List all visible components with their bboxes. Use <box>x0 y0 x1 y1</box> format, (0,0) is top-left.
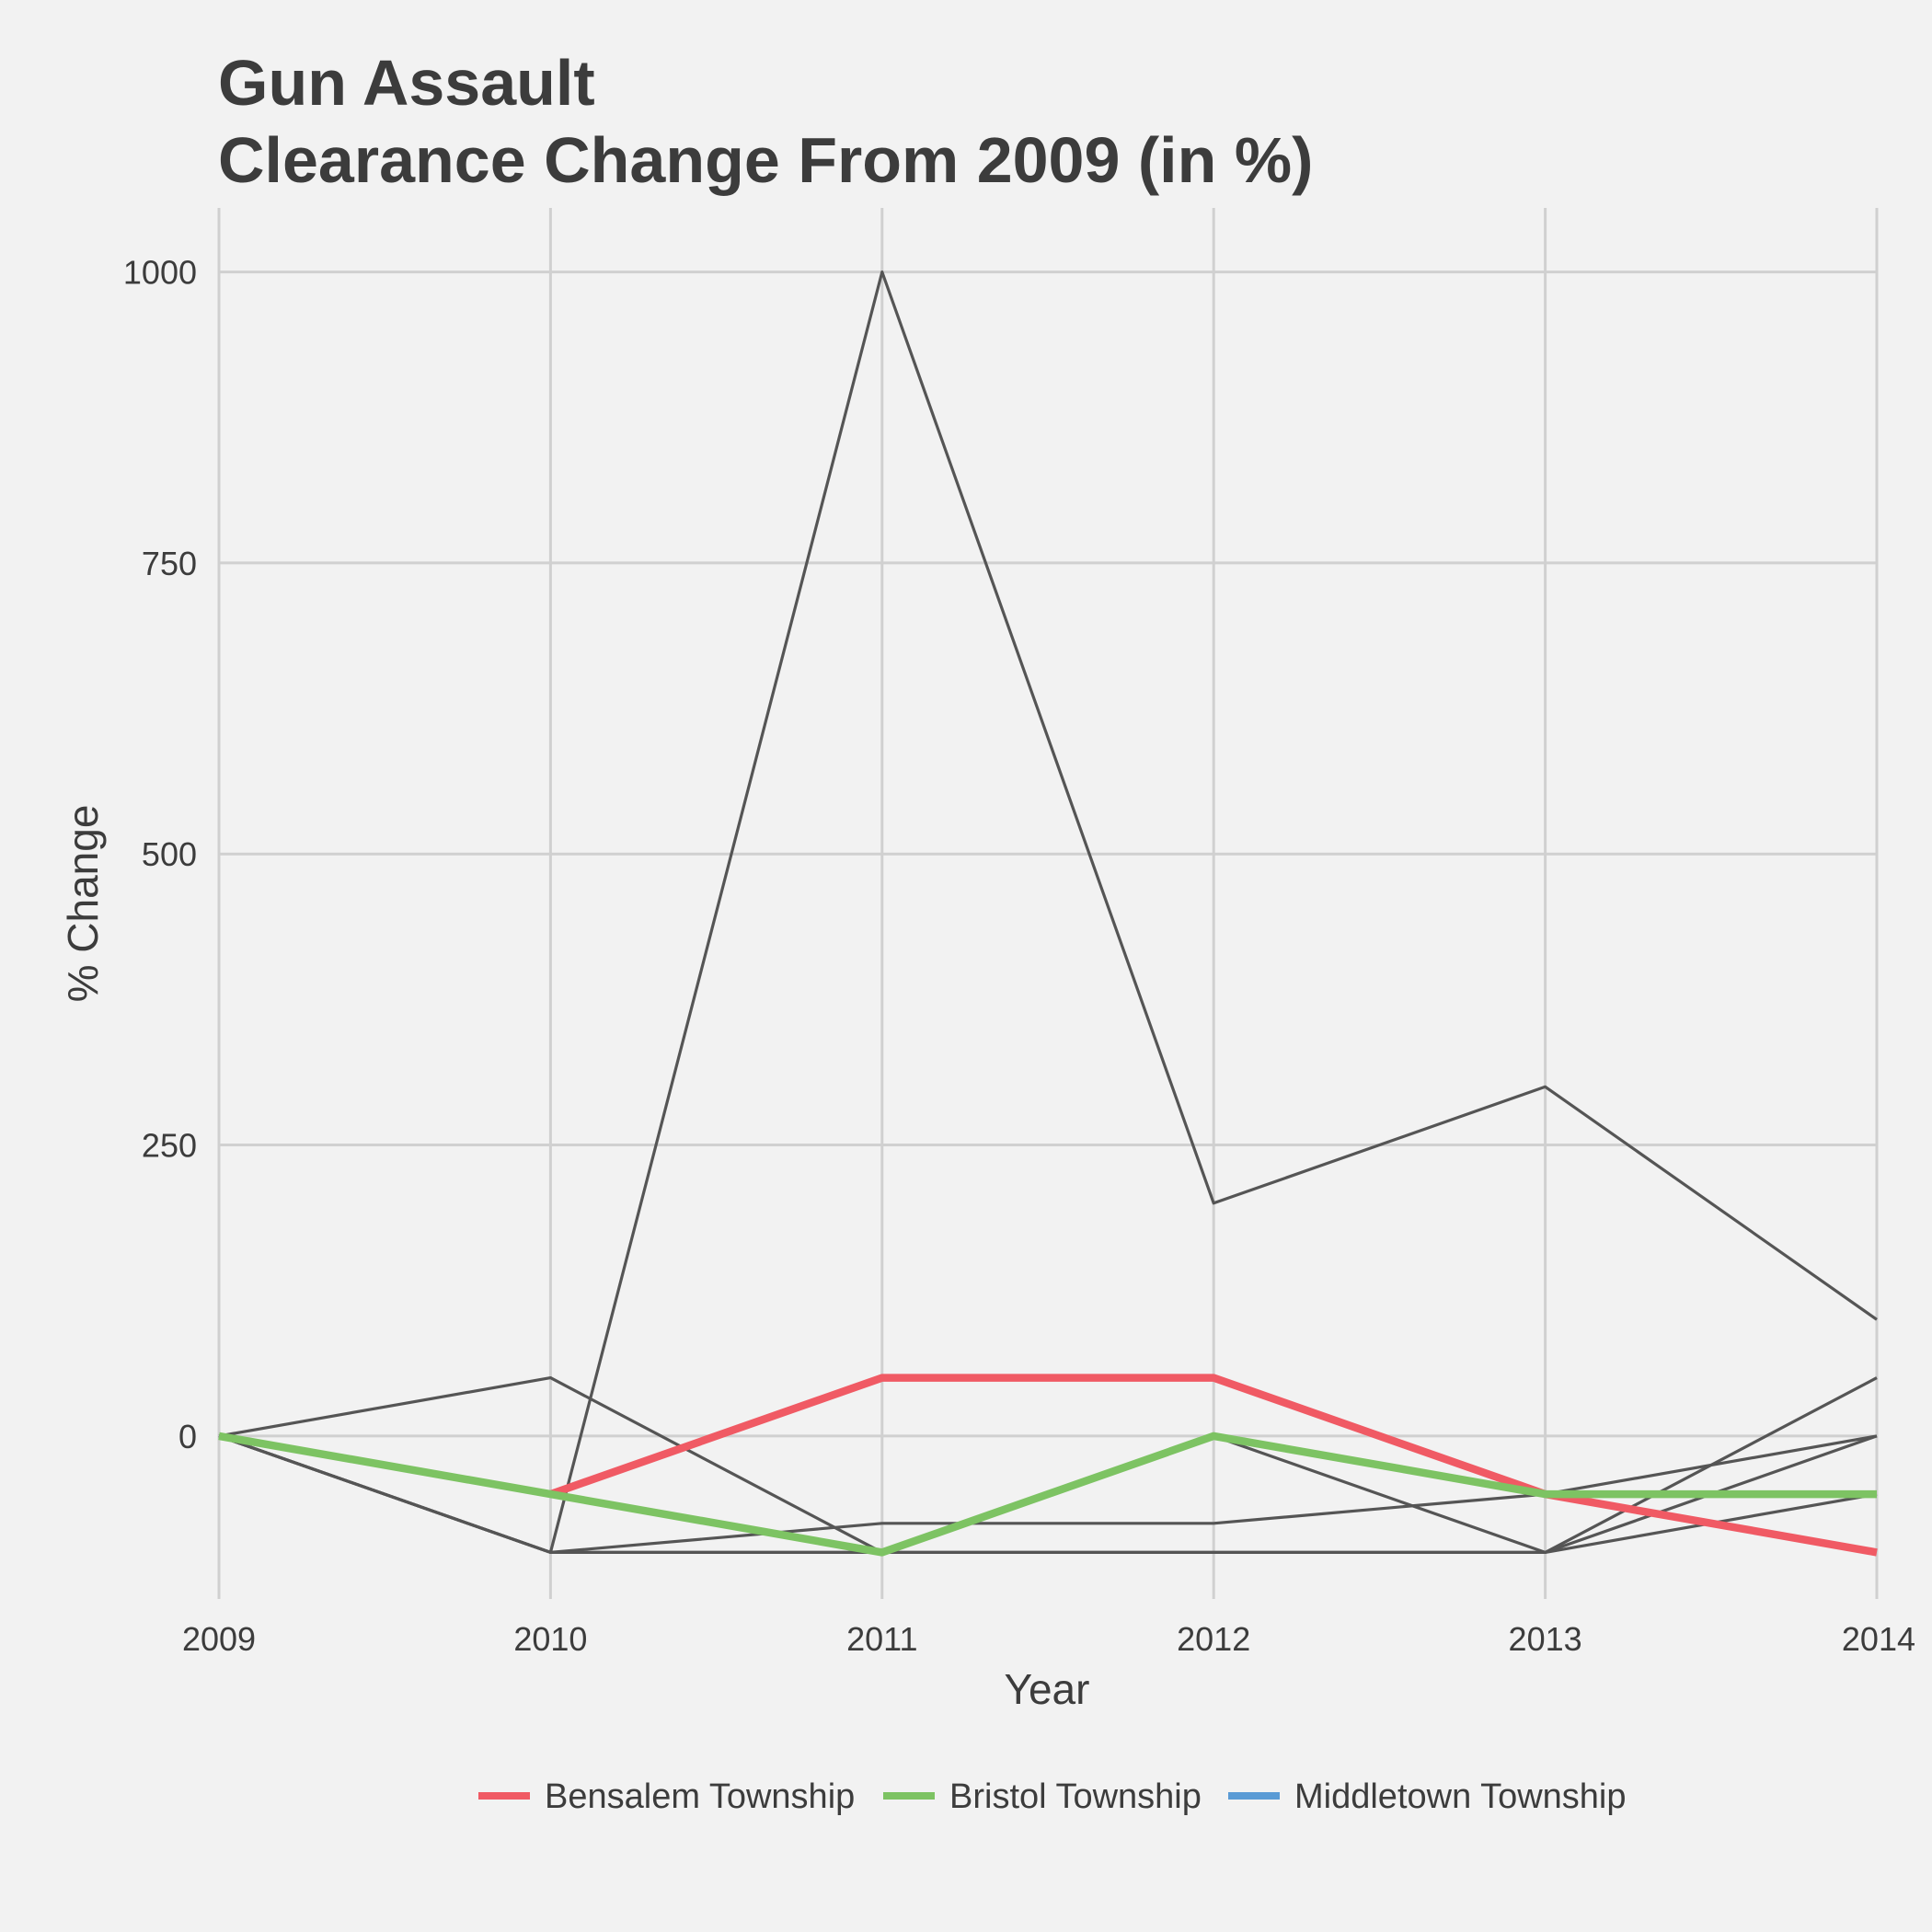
series-line <box>548 1374 1878 1557</box>
x-tick-label: 2010 <box>513 1620 587 1658</box>
background-lines <box>218 270 1878 1554</box>
background-series-line <box>218 1376 1878 1554</box>
background-series-line <box>218 270 1878 1554</box>
y-axis-title: % Change <box>59 805 107 1003</box>
legend: Bensalem Township Bristol Township Middlet… <box>478 1777 1627 1816</box>
legend-label: Middletown Township <box>1294 1777 1627 1816</box>
grid <box>217 208 1879 1599</box>
legend-label: Bensalem Township <box>545 1777 855 1816</box>
x-tick-label: 2013 <box>1509 1620 1582 1658</box>
x-tick-label: 2012 <box>1177 1620 1250 1658</box>
legend-label: Bristol Township <box>949 1777 1202 1816</box>
series-lines <box>218 1374 1878 1557</box>
chart-subtitle: Clearance Change From 2009 (in %) <box>218 124 1313 196</box>
y-tick-label: 1000 <box>123 254 197 292</box>
y-tick-label: 750 <box>142 545 197 582</box>
x-tick-label: 2009 <box>182 1620 256 1658</box>
x-axis-title: Year <box>1005 1665 1090 1713</box>
x-tick-label: 2011 <box>846 1620 917 1658</box>
y-tick-label: 0 <box>178 1418 197 1455</box>
y-axis-ticks: 0 250 500 750 1000 <box>123 254 197 1455</box>
y-tick-label: 500 <box>142 835 197 873</box>
background-series-line <box>218 1434 1878 1554</box>
series-line <box>218 1432 1877 1557</box>
chart-title: Gun Assault <box>218 47 595 119</box>
x-axis-ticks: 2009 2010 2011 2012 2013 2014 <box>182 1620 1915 1658</box>
y-tick-label: 250 <box>142 1127 197 1165</box>
x-tick-label: 2014 <box>1842 1620 1915 1658</box>
